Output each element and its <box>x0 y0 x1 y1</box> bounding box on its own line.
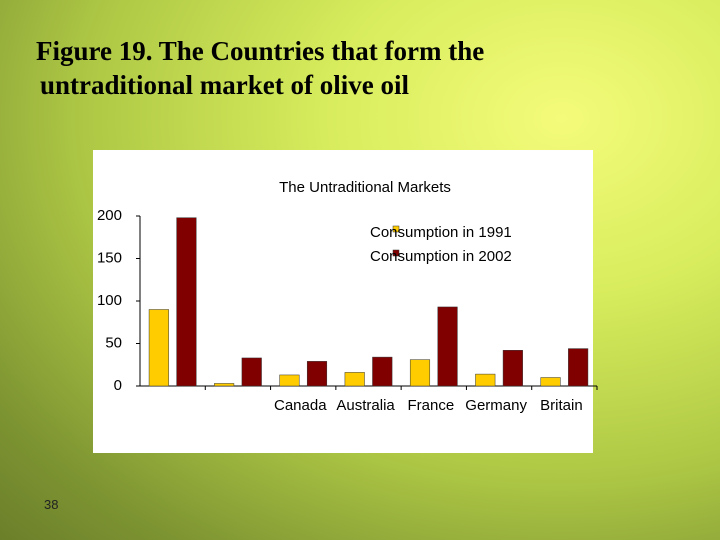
bar <box>437 306 458 387</box>
bar <box>176 217 197 387</box>
bar <box>148 309 169 387</box>
bar <box>372 356 393 387</box>
bar <box>540 377 561 387</box>
chart-title: The Untraditional Markets <box>279 179 451 196</box>
bar <box>306 361 328 387</box>
bar <box>241 357 262 387</box>
x-tick-label: Australia <box>336 397 395 414</box>
legend-label: Consumption in 2002 <box>370 248 512 265</box>
slide-title: Figure 19. The Countries that form the u… <box>36 34 484 102</box>
y-tick-label: 200 <box>97 207 122 224</box>
bar <box>409 359 431 387</box>
x-tick-label: Germany <box>465 397 527 414</box>
legend-label: Consumption in 1991 <box>370 224 512 241</box>
x-tick-label: Canada <box>274 397 327 414</box>
y-tick-label: 100 <box>97 292 122 309</box>
bar <box>502 350 523 387</box>
legend-swatch <box>392 249 400 257</box>
bar <box>568 348 589 387</box>
chart-panel <box>93 150 593 453</box>
x-tick-label: France <box>408 397 455 414</box>
legend-swatch <box>392 225 400 233</box>
bar <box>344 372 365 387</box>
x-tick-label: Britain <box>540 397 583 414</box>
y-tick-label: 50 <box>105 334 122 351</box>
title-line: Figure 19. The Countries that form the <box>36 36 485 66</box>
slide-number: 38 <box>44 497 59 512</box>
y-tick-label: 0 <box>114 377 122 394</box>
bar <box>475 373 496 387</box>
y-tick-label: 150 <box>97 249 122 266</box>
bar <box>214 383 235 387</box>
bar <box>279 374 300 387</box>
title-line: untraditional market of olive oil <box>40 70 409 100</box>
